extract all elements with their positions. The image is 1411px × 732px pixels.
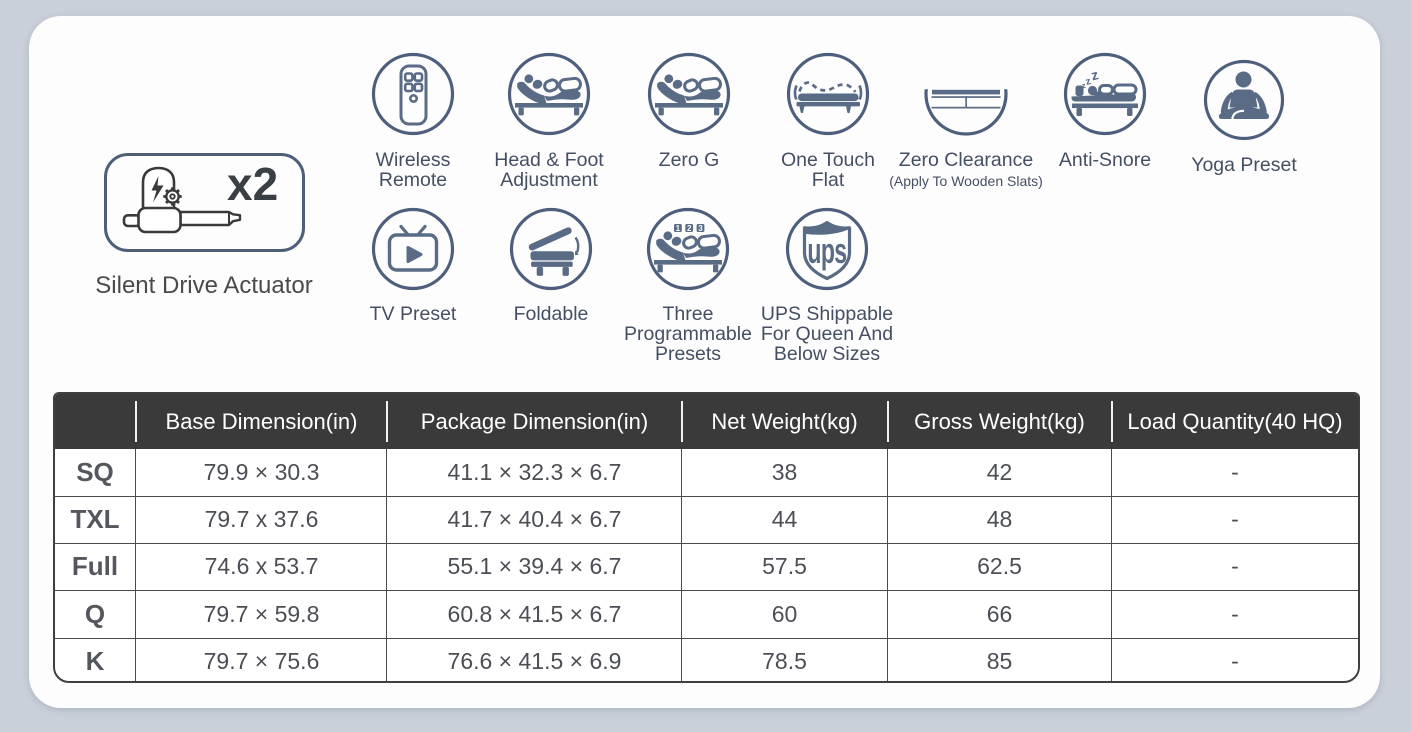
svg-text:z: z: [1085, 76, 1093, 88]
svg-text:z: z: [1081, 81, 1087, 91]
svg-text:ups: ups: [807, 232, 846, 271]
svg-text:3: 3: [698, 224, 703, 233]
svg-text:1: 1: [676, 224, 681, 233]
svg-text:2: 2: [687, 224, 692, 233]
svg-text:z: z: [1089, 66, 1100, 83]
